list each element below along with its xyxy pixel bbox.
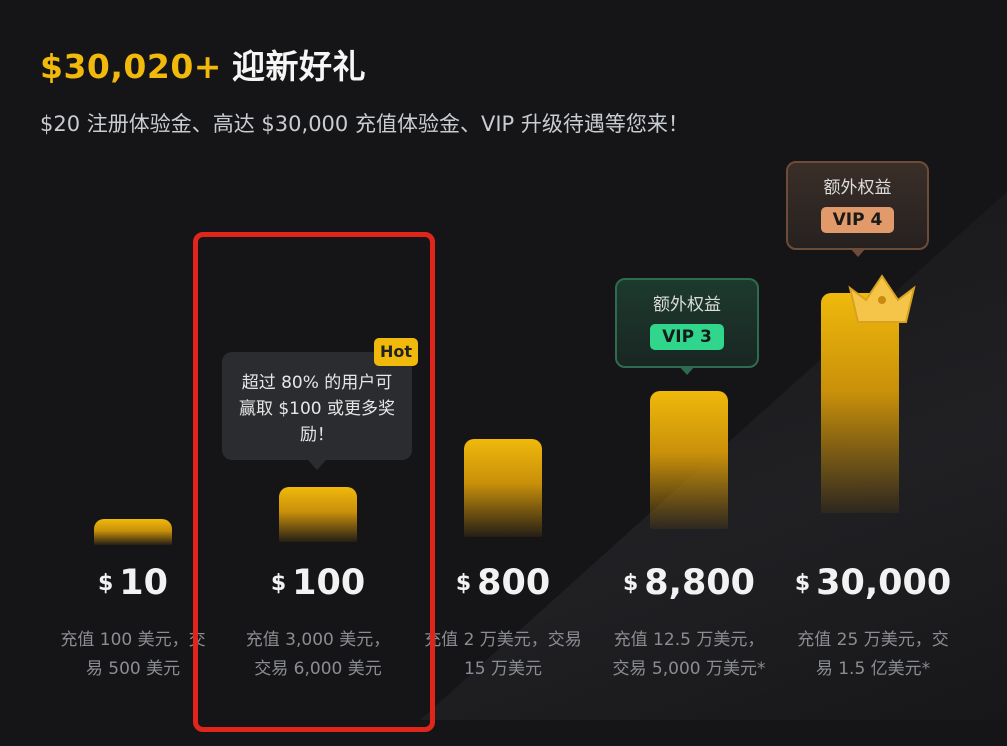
perk-label: 额外权益 [653,295,721,315]
title-amount: $30,020+ [40,47,222,86]
currency-symbol: $ [455,571,472,596]
currency-symbol: $ [794,571,811,596]
perk-badge-vip4: 额外权益 VIP 4 [786,161,929,257]
tooltip: 超过 80% 的用户可赢取 $100 或更多奖励！ [222,352,412,470]
tier-desc-1: 充值 100 美元，交易 500 美元 [60,630,206,679]
price-value: 30,000 [816,563,952,603]
hot-badge: Hot [374,338,418,366]
tier-desc-2: 充值 3,000 美元，交易 6,000 美元 [245,630,391,679]
tier-price-2[interactable]: $100 [218,563,418,603]
tier-bar-4 [650,391,728,529]
tier-desc-5: 充值 25 万美元，交易 1.5 亿美元* [797,630,949,679]
price-value: 8,800 [644,563,756,603]
selection-highlight-frame [193,232,435,732]
title-text: 迎新好礼 [231,47,366,86]
vip-badge: VIP 3 [650,324,724,350]
page-subtitle: $20 注册体验金、高达 $30,000 充值体验金、VIP 升级待遇等您来！ [40,112,689,136]
page-title: $30,020+ 迎新好礼 [40,40,366,88]
perk-label: 额外权益 [823,178,892,198]
tier-bar-3 [464,439,542,537]
price-value: 10 [119,563,169,603]
price-value: 100 [292,563,366,603]
perk-badge-vip3: 额外权益 VIP 3 [615,278,759,375]
page-header: $30,020+ 迎新好礼 [40,40,366,88]
tier-price-1[interactable]: $10 [33,563,233,603]
tier-bar-1 [94,519,172,545]
crown-icon [848,274,916,323]
tier-desc-3: 充值 2 万美元，交易 15 万美元 [424,630,582,679]
tier-price-5[interactable]: $30,000 [773,563,973,603]
vip-badge: VIP 4 [820,207,895,233]
tier-bar-5 [821,293,899,513]
currency-symbol: $ [622,571,639,596]
tier-bar-2 [279,487,357,542]
price-value: 800 [477,563,551,603]
tier-price-4[interactable]: $8,800 [589,563,789,603]
tier-price-3[interactable]: $800 [403,563,603,603]
currency-symbol: $ [97,571,114,596]
tier-desc-4: 充值 12.5 万美元，交易 5,000 万美元* [612,630,766,679]
currency-symbol: $ [270,571,287,596]
